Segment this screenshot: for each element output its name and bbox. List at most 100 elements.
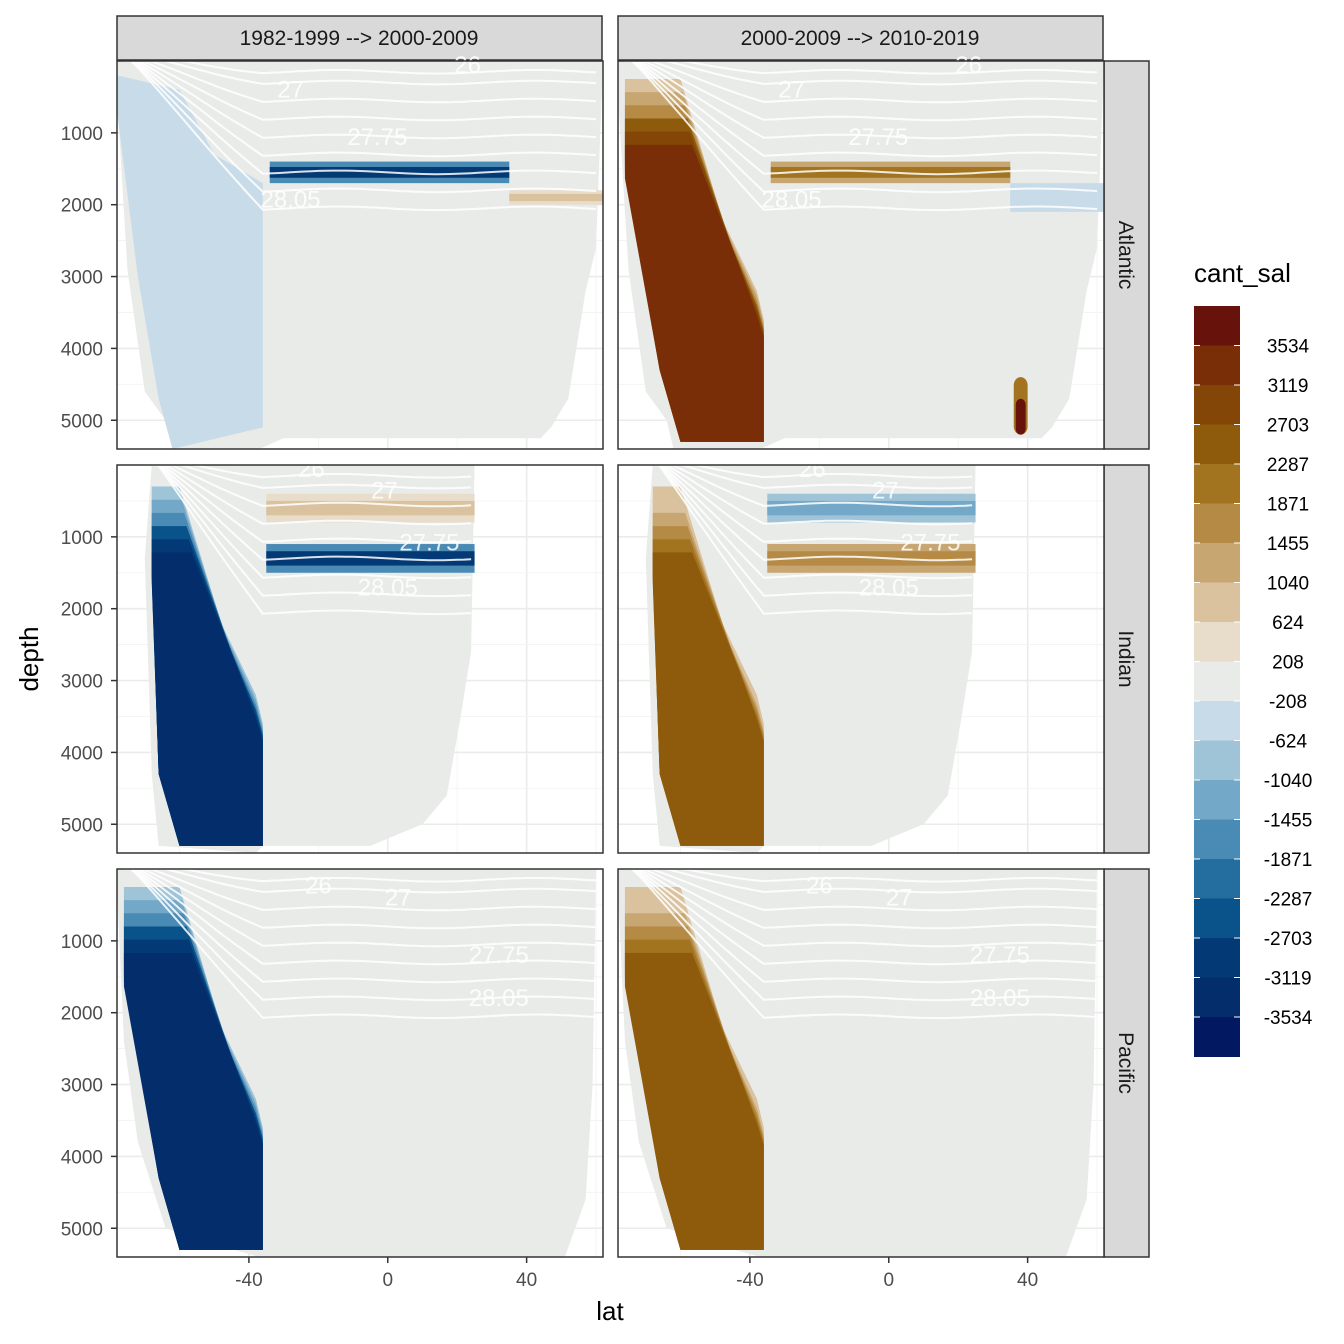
legend-label: -3534 <box>1264 1008 1313 1029</box>
legend-swatch <box>1194 859 1240 899</box>
isopycnal-line <box>123 61 597 194</box>
strip-row-pacific-label: Pacific <box>1114 1032 1137 1094</box>
data-field <box>117 869 597 1257</box>
strip-row-atlantic-label: Atlantic <box>1114 221 1137 290</box>
strip-row-pacific <box>1103 868 1150 1258</box>
legend-swatch <box>1194 780 1240 820</box>
legend-label: -624 <box>1269 732 1307 753</box>
isopycnal-line <box>652 465 973 616</box>
panel-atlantic-1982-2009: 26 27 27.75 28.05 <box>116 52 604 450</box>
legend-label: 2287 <box>1267 455 1309 476</box>
legend-swatch <box>1194 543 1240 583</box>
legend-label: 3534 <box>1267 337 1310 358</box>
isopycnal-line <box>151 465 472 562</box>
isopycnal-line <box>123 869 597 894</box>
legend-label: 2703 <box>1267 416 1309 437</box>
legend-swatch <box>1194 345 1240 386</box>
southern-band <box>624 144 764 442</box>
isopycnal-line <box>652 465 973 490</box>
isopycnal-line <box>624 61 1098 140</box>
data-field <box>144 465 475 853</box>
southern-band <box>151 552 263 846</box>
isopycnal-line <box>151 465 472 598</box>
panel-border <box>116 464 604 854</box>
isopycnals <box>624 61 1098 212</box>
isopycnal-line <box>652 465 973 598</box>
isopycnal-line <box>652 465 973 562</box>
legend-swatch <box>1194 503 1240 544</box>
isopycnals <box>123 869 597 1020</box>
isopycnal-line <box>624 869 1098 966</box>
strip-col-2 <box>617 15 1104 61</box>
isopycnal-line <box>123 61 597 122</box>
band-core <box>266 500 475 516</box>
y-tick-label: 1000 <box>61 528 103 549</box>
isopycnal-line <box>123 61 597 158</box>
legend-label: -3119 <box>1264 969 1311 990</box>
x-tick-label: -40 <box>235 1270 262 1291</box>
isopycnal-line <box>123 869 597 1020</box>
southern-band <box>123 952 263 1250</box>
isopycnal-label: 27 <box>371 478 398 505</box>
isopycnal-line <box>624 869 1098 912</box>
isopycnals <box>151 465 472 616</box>
band-core <box>1010 190 1104 205</box>
legend-label: -2287 <box>1264 890 1313 911</box>
isopycnal-label: 28.05 <box>762 186 822 213</box>
isopycnal-label: 27.75 <box>900 529 960 556</box>
isopycnal-line <box>624 61 1098 194</box>
isopycnal-line <box>151 465 472 616</box>
panel-pacific-1982-2009: 26 27 27.75 28.05 <box>116 868 604 1258</box>
y-tick-label: 5000 <box>61 815 103 836</box>
data-field <box>645 465 976 853</box>
strip-row-atlantic <box>1103 60 1150 450</box>
panel-border <box>617 868 1105 1258</box>
isopycnal-label: 26 <box>454 52 481 79</box>
isopycnal-label: 26 <box>806 872 833 899</box>
legend-label: 1455 <box>1267 534 1309 555</box>
legend-swatch <box>1194 582 1240 623</box>
data-field <box>618 61 1104 449</box>
isopycnal-label: 26 <box>305 872 332 899</box>
isopycnal-line <box>123 61 597 212</box>
isopycnal-line <box>624 869 1098 1020</box>
y-tick-label: 5000 <box>61 1219 103 1240</box>
y-tick-label: 4000 <box>61 1147 103 1168</box>
y-axis-title: depth <box>14 626 44 691</box>
isopycnal-label: 27.75 <box>399 529 459 556</box>
isopycnal-label: 27.75 <box>970 942 1030 969</box>
x-axis: -40 0 40 -40 0 40 <box>235 1257 1038 1291</box>
data-field <box>618 869 1098 1257</box>
y-tick-label: 4000 <box>61 339 103 360</box>
isopycnal-label: 26 <box>799 456 826 483</box>
y-axis: 1000 2000 3000 4000 5000 1000 2000 3000 4000 5000… <box>61 124 117 1240</box>
x-tick-label: 0 <box>883 1270 894 1291</box>
isopycnals <box>652 465 973 616</box>
legend-swatch <box>1194 977 1240 1018</box>
legend-label: -1040 <box>1264 771 1313 792</box>
y-tick-label: 3000 <box>61 268 103 289</box>
isopycnal-line <box>624 869 1098 883</box>
legend-swatch <box>1194 1017 1240 1057</box>
legend-swatch <box>1194 661 1240 702</box>
isopycnal-label: 27 <box>385 885 412 912</box>
isopycnal-line <box>624 869 1098 894</box>
isopycnal-line <box>624 869 1098 948</box>
isopycnal-label: 28.05 <box>859 575 919 602</box>
y-tick-label: 2000 <box>61 196 103 217</box>
isopycnal-line <box>624 869 1098 984</box>
isopycnal-label: 28.05 <box>261 186 321 213</box>
legend-label: 624 <box>1272 613 1304 634</box>
isopycnal-label: 27 <box>886 885 913 912</box>
isopycnal-label: 26 <box>298 456 325 483</box>
isopycnal-label: 27.75 <box>347 124 407 151</box>
isopycnal-line <box>624 61 1098 158</box>
legend-swatch <box>1194 385 1240 425</box>
isopycnal-label: 28.05 <box>970 985 1030 1012</box>
legend-label: 208 <box>1272 653 1304 674</box>
isopycnal-line <box>151 465 472 544</box>
isopycnal-line <box>123 61 597 176</box>
x-tick-label: 0 <box>382 1270 393 1291</box>
